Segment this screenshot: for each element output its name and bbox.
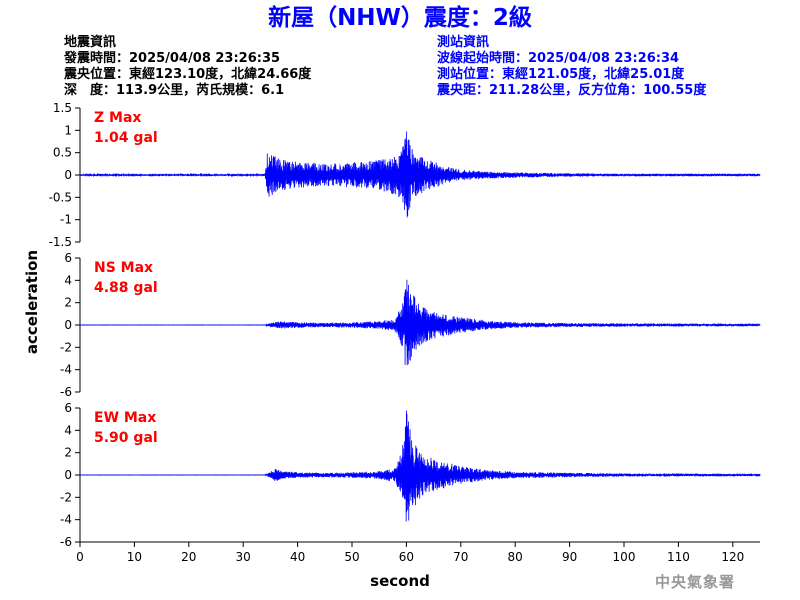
y-tick-label: 0 (64, 318, 72, 332)
y-tick-label: -1 (60, 213, 72, 227)
epicenter-location-text: 震央位置：東經123.10度，北緯24.66度 (64, 67, 312, 82)
component-label: EW Max (94, 410, 156, 426)
x-tick-label: 110 (667, 550, 690, 564)
wave-start-time-text: 波線起始時間：2025/04/08 23:26:34 (437, 51, 680, 66)
x-tick-label: 60 (399, 550, 414, 564)
station-info-heading: 測站資訊 (437, 35, 490, 50)
page-title: 新屋（NHW）震度：2級 (268, 5, 532, 31)
x-tick-label: 80 (508, 550, 523, 564)
agency-credit: 中央氣象署 (655, 573, 736, 591)
y-tick-label: 0 (64, 168, 72, 182)
waveform-trace (79, 410, 761, 522)
waveform-trace (79, 279, 761, 366)
y-tick-label: 0.5 (53, 146, 72, 160)
y-tick-label: 4 (64, 273, 72, 287)
x-tick-label: 120 (721, 550, 744, 564)
y-tick-label: -0.5 (49, 190, 72, 204)
depth-magnitude-text: 深 度：113.9公里，芮氏規模：6.1 (64, 83, 285, 98)
x-tick-label: 50 (344, 550, 359, 564)
component-label: Z Max (94, 110, 141, 126)
y-tick-label: -2 (60, 490, 72, 504)
y-tick-label: 2 (64, 296, 72, 310)
y-tick-label: 1.5 (53, 101, 72, 115)
y-tick-label: 2 (64, 446, 72, 460)
waveform-trace (79, 131, 761, 218)
earthquake-info-block: 地震資訊 發震時間：2025/04/08 23:26:35 震央位置：東經123… (64, 35, 311, 99)
origin-time-text: 發震時間：2025/04/08 23:26:35 (64, 51, 281, 66)
earthquake-info-heading: 地震資訊 (64, 35, 117, 50)
x-tick-label: 100 (613, 550, 636, 564)
station-location-text: 測站位置：東經121.05度，北緯25.01度 (437, 67, 685, 82)
y-tick-label: -6 (60, 535, 72, 549)
y-tick-label: -1.5 (49, 235, 72, 249)
epicentral-distance-text: 震央距：211.28公里，反方位角：100.55度 (437, 83, 707, 98)
x-tick-label: 30 (236, 550, 251, 564)
x-axis-title: second (370, 572, 430, 590)
x-tick-label: 10 (127, 550, 142, 564)
y-tick-label: -4 (60, 513, 72, 527)
peak-value-label: 1.04 gal (94, 130, 158, 146)
x-tick-label: 70 (453, 550, 468, 564)
y-tick-label: -2 (60, 340, 72, 354)
x-tick-label: 0 (76, 550, 84, 564)
station-info-block: 測站資訊 波線起始時間：2025/04/08 23:26:34 測站位置：東經1… (437, 35, 706, 99)
y-tick-label: -4 (60, 363, 72, 377)
y-tick-label: 6 (64, 401, 72, 415)
x-tick-label: 90 (562, 550, 577, 564)
y-tick-label: -6 (60, 385, 72, 399)
peak-value-label: 5.90 gal (94, 430, 158, 446)
y-axis-title: acceleration (23, 250, 41, 354)
y-tick-label: 4 (64, 423, 72, 437)
peak-value-label: 4.88 gal (94, 280, 158, 296)
x-tick-label: 40 (290, 550, 305, 564)
y-tick-label: 6 (64, 251, 72, 265)
y-tick-label: 1 (64, 123, 72, 137)
x-tick-label: 20 (181, 550, 196, 564)
y-tick-label: 0 (64, 468, 72, 482)
component-label: NS Max (94, 260, 153, 276)
